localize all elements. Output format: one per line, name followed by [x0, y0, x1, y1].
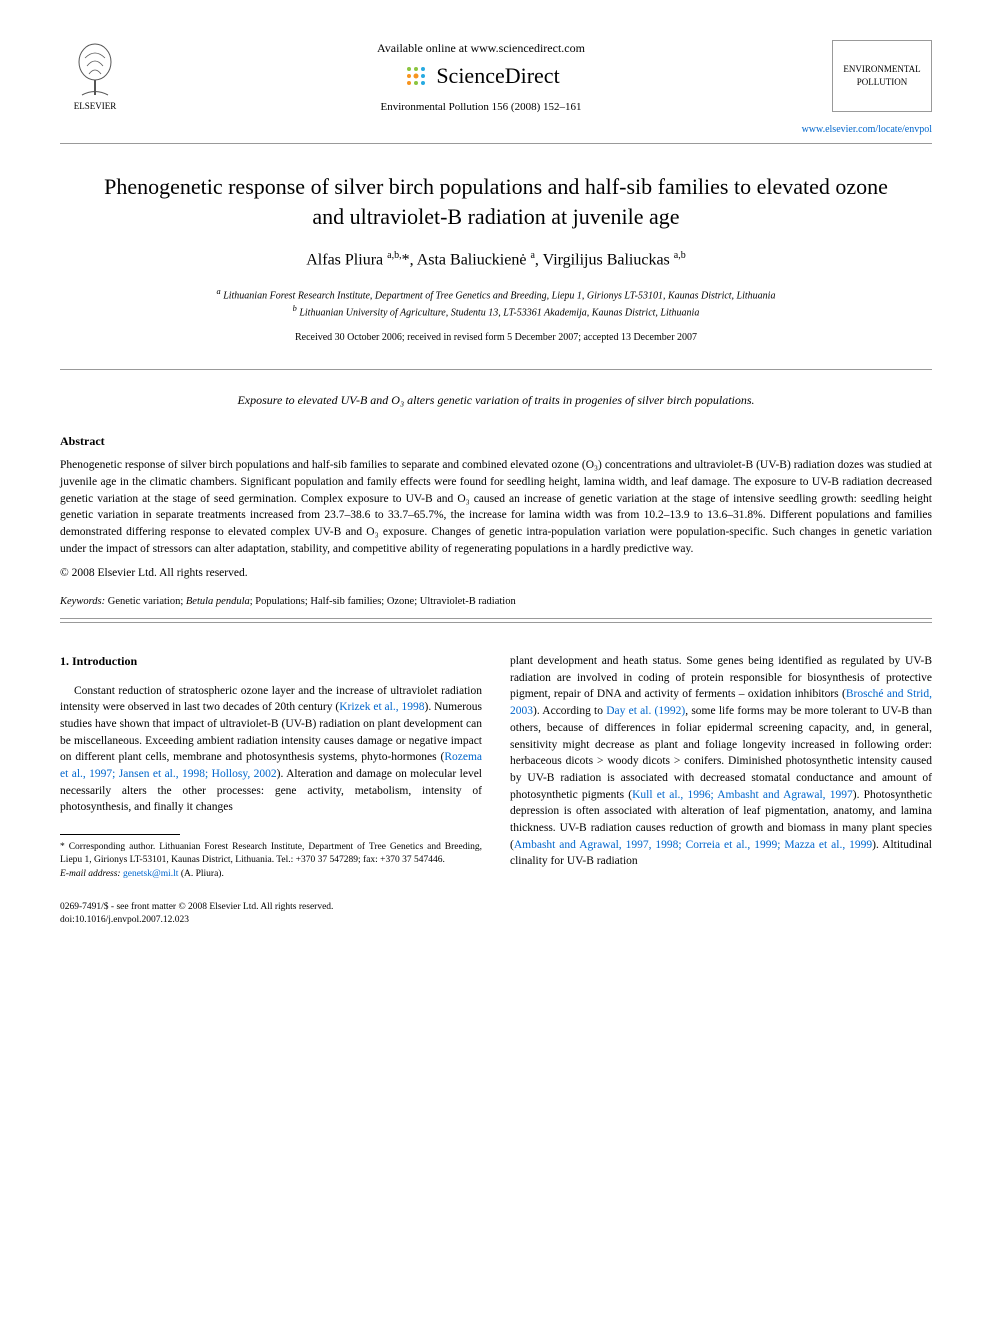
sciencedirect-dots-icon: [402, 62, 430, 90]
intro-paragraph-left: Constant reduction of stratospheric ozon…: [60, 683, 482, 816]
footnote-separator: [60, 834, 180, 835]
available-online-text: Available online at www.sciencedirect.co…: [130, 40, 832, 57]
journal-cover-title-2: POLLUTION: [843, 76, 921, 89]
affiliation-a: Lithuanian Forest Research Institute, De…: [223, 290, 775, 301]
journal-url-link[interactable]: www.elsevier.com/locate/envpol: [60, 123, 932, 137]
affiliations: a Lithuanian Forest Research Institute, …: [60, 286, 932, 321]
journal-cover-block: ENVIRONMENTAL POLLUTION: [832, 40, 932, 112]
article-title: Phenogenetic response of silver birch po…: [100, 172, 892, 231]
abstract-copyright: © 2008 Elsevier Ltd. All rights reserved…: [60, 565, 932, 581]
elsevier-name: ELSEVIER: [74, 100, 117, 113]
keywords-label: Keywords:: [60, 596, 105, 607]
highlight-statement: Exposure to elevated UV-B and O₃ alters …: [60, 392, 932, 409]
citation[interactable]: Day et al. (1992): [606, 705, 685, 717]
email-attribution: (A. Pliura).: [181, 869, 224, 879]
journal-cover-title-1: ENVIRONMENTAL: [843, 63, 921, 76]
sciencedirect-text: ScienceDirect: [436, 61, 559, 92]
citation[interactable]: Ambasht and Agrawal, 1997, 1998; Correia…: [514, 839, 872, 851]
abstract-heading: Abstract: [60, 433, 932, 450]
page-header: ELSEVIER Available online at www.science…: [60, 40, 932, 115]
email-label: E-mail address:: [60, 869, 121, 879]
affiliation-b: Lithuanian University of Agriculture, St…: [299, 308, 699, 319]
column-left: 1. Introduction Constant reduction of st…: [60, 653, 482, 881]
article-dates: Received 30 October 2006; received in re…: [60, 331, 932, 345]
author-list: Alfas Pliura a,b,*, Asta Baliuckienė a, …: [60, 249, 932, 272]
center-header: Available online at www.sciencedirect.co…: [130, 40, 832, 115]
corresponding-author-footnote: * Corresponding author. Lithuanian Fores…: [60, 841, 482, 881]
journal-reference: Environmental Pollution 156 (2008) 152–1…: [130, 100, 832, 115]
elsevier-logo: ELSEVIER: [60, 40, 130, 113]
footer-issn: 0269-7491/$ - see front matter © 2008 El…: [60, 901, 333, 914]
citation[interactable]: Krizek et al., 1998: [339, 701, 424, 713]
elsevier-tree-icon: [70, 40, 120, 100]
keywords-line: Keywords: Genetic variation; Betula pend…: [60, 595, 932, 610]
section-1-heading: 1. Introduction: [60, 653, 482, 670]
abstract-body: Phenogenetic response of silver birch po…: [60, 457, 932, 557]
intro-paragraph-right: plant development and heath status. Some…: [510, 653, 932, 870]
journal-cover: ENVIRONMENTAL POLLUTION: [832, 40, 932, 112]
column-right: plant development and heath status. Some…: [510, 653, 932, 881]
footer-doi: doi:10.1016/j.envpol.2007.12.023: [60, 914, 333, 927]
keywords-list: Genetic variation; Betula pendula; Popul…: [108, 596, 516, 607]
corr-author-text: * Corresponding author. Lithuanian Fores…: [60, 841, 482, 868]
divider: [60, 369, 932, 370]
page-footer: 0269-7491/$ - see front matter © 2008 El…: [60, 901, 932, 928]
divider: [60, 618, 932, 619]
divider: [60, 622, 932, 623]
email-link[interactable]: genetsk@mi.lt: [123, 869, 178, 879]
footer-left: 0269-7491/$ - see front matter © 2008 El…: [60, 901, 333, 928]
divider: [60, 143, 932, 144]
citation[interactable]: Kull et al., 1996; Ambasht and Agrawal, …: [632, 789, 853, 801]
article-body-columns: 1. Introduction Constant reduction of st…: [60, 653, 932, 881]
sciencedirect-logo: ScienceDirect: [130, 61, 832, 92]
